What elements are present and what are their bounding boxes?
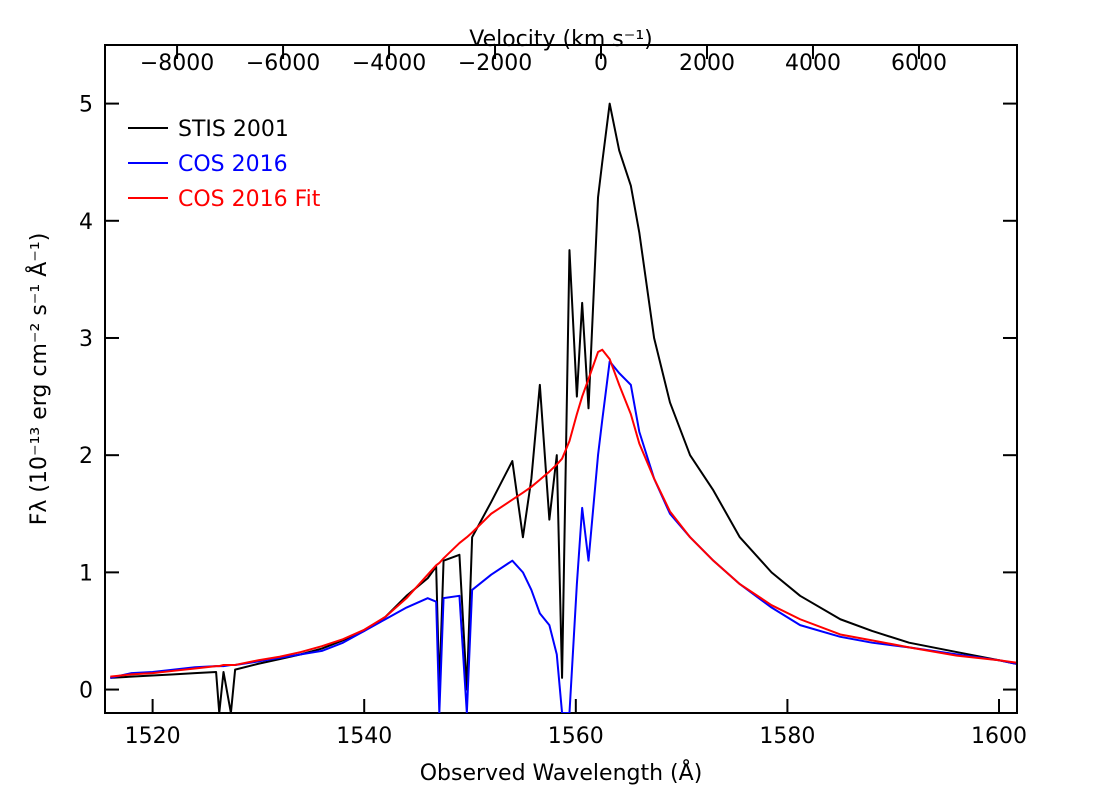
x-tick-label: 1560 [548, 724, 604, 749]
y-tick-label: 1 [79, 561, 93, 586]
x2-axis-label: Velocity (km s⁻¹) [469, 27, 653, 52]
y-tick-label: 3 [79, 327, 93, 352]
x-tick-label: 1520 [125, 724, 181, 749]
series-line [110, 102, 1017, 713]
y-tick-label: 0 [79, 679, 93, 704]
y-tick-label: 5 [79, 93, 93, 118]
y-tick-label: 2 [79, 444, 93, 469]
x-tick-label: 1600 [971, 724, 1027, 749]
plot-frame [104, 44, 1018, 714]
x2-tick-label: 0 [594, 51, 608, 76]
y-tick-label: 4 [79, 210, 93, 235]
legend-label: COS 2016 [178, 152, 288, 177]
x-tick-label: 1580 [759, 724, 815, 749]
y-axis-label: Fλ (10⁻¹³ erg cm⁻² s⁻¹ Å⁻¹) [25, 233, 52, 526]
legend-label: STIS 2001 [178, 117, 289, 142]
x-tick-label: 1540 [336, 724, 392, 749]
legend-label: COS 2016 Fit [178, 187, 321, 212]
series-line [110, 348, 1017, 678]
x-axis-label: Observed Wavelength (Å) [420, 759, 703, 786]
